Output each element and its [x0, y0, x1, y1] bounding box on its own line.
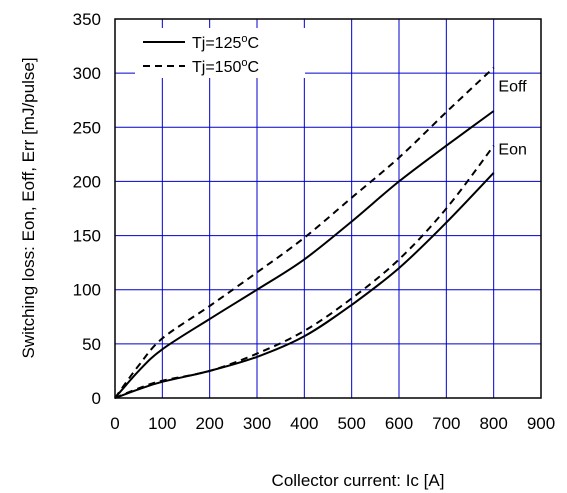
legend-label-tj150: Tj=150oC [192, 57, 259, 76]
x-tick-labels: 0 100 200 300 400 500 600 700 800 900 [110, 414, 555, 433]
plot-frame [114, 18, 542, 399]
eoff-dashed-curve [114, 66, 495, 399]
x-tick-label: 0 [110, 414, 119, 433]
eoff-curve-label: Eoff [498, 79, 527, 96]
y-tick-label: 350 [73, 10, 101, 29]
y-axis-title: Switching loss: Eon, Eoff, Err [mJ/pulse… [19, 57, 38, 358]
eon-solid-curve [114, 172, 495, 399]
y-tick-label: 200 [73, 172, 101, 191]
eon-curve-label: Eon [498, 141, 526, 158]
y-tick-label: 100 [73, 281, 101, 300]
x-tick-label: 800 [479, 414, 507, 433]
x-axis-title: Collector current: Ic [A] [272, 471, 445, 490]
data-curves [114, 66, 495, 399]
y-tick-labels: 0 50 100 150 200 250 300 350 [73, 10, 101, 408]
y-tick-label: 250 [73, 118, 101, 137]
x-tick-label: 300 [243, 414, 271, 433]
y-tick-label: 150 [73, 227, 101, 246]
curve-labels: Eoff Eon [498, 79, 527, 159]
x-tick-label: 600 [385, 414, 413, 433]
legend-label-tj125: Tj=125oC [192, 33, 259, 52]
legend: Tj=125oC Tj=150oC [135, 28, 305, 78]
y-tick-label: 0 [92, 389, 101, 408]
eon-dashed-curve [114, 145, 495, 399]
x-tick-label: 400 [290, 414, 318, 433]
x-tick-label: 200 [195, 414, 223, 433]
legend-background [135, 28, 305, 78]
x-tick-label: 900 [527, 414, 555, 433]
y-tick-label: 50 [82, 335, 101, 354]
x-tick-label: 100 [148, 414, 176, 433]
eoff-solid-curve [114, 110, 495, 399]
x-tick-label: 700 [432, 414, 460, 433]
x-tick-label: 500 [337, 414, 365, 433]
y-tick-label: 300 [73, 64, 101, 83]
